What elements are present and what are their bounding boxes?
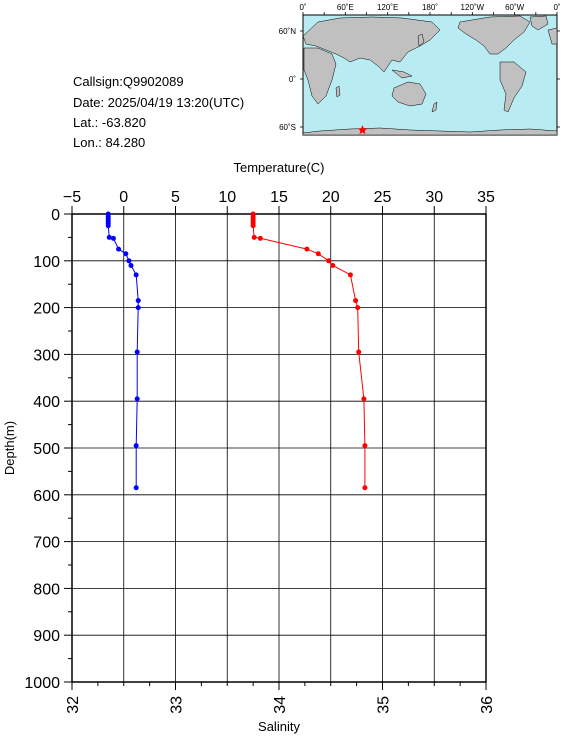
salinity-tick-label: 32 xyxy=(65,696,82,714)
map-longitude-label: 60˚E xyxy=(337,3,354,12)
lon-text: Lon.: 84.280 xyxy=(73,135,145,150)
depth-tick-label: 400 xyxy=(33,394,60,411)
map-europe-east-wrap xyxy=(547,27,558,45)
salinity-axis-label: Salinity xyxy=(258,719,300,734)
data-point-temperature xyxy=(347,272,353,278)
map-float-marker xyxy=(357,125,368,135)
date-text: Date: 2025/04/19 13:20(UTC) xyxy=(73,95,244,110)
data-point-temperature xyxy=(250,223,256,229)
map-new-zealand xyxy=(431,101,438,113)
data-point-temperature xyxy=(315,251,321,257)
data-point-salinity xyxy=(133,272,139,278)
salinity-tick-label: 36 xyxy=(479,696,496,714)
data-point-temperature xyxy=(353,298,359,304)
map-longitude-label: 0˚ xyxy=(299,3,306,12)
map-australia xyxy=(391,81,427,107)
map-south-america xyxy=(499,61,527,113)
data-point-salinity xyxy=(134,349,140,355)
map-longitude-label: 0˚ xyxy=(553,3,560,12)
data-point-temperature xyxy=(355,305,361,311)
data-point-temperature xyxy=(304,246,310,252)
map-longitude-label: 120˚W xyxy=(461,3,485,12)
map-latitude-labels: 60˚N 0˚ 60˚S xyxy=(279,27,297,132)
temperature-tick-label: 35 xyxy=(477,189,495,206)
temperature-tick-label: 5 xyxy=(171,189,180,206)
data-point-salinity xyxy=(110,235,116,241)
map-longitude-labels: 0˚ 60˚E 120˚E 180˚ 120˚W 60˚W 0˚ xyxy=(299,3,560,12)
data-point-salinity xyxy=(126,258,132,264)
plot-ticks xyxy=(64,206,487,690)
map-madagascar xyxy=(335,85,341,98)
depth-axis-label: Depth(m) xyxy=(2,421,17,475)
temperature-tick-label: 10 xyxy=(218,189,236,206)
map-antarctica xyxy=(302,127,558,136)
data-point-temperature xyxy=(326,258,332,264)
depth-tick-label: 500 xyxy=(33,441,60,458)
temperature-tick-label: 0 xyxy=(119,189,128,206)
callsign-text: Callsign:Q9902089 xyxy=(73,74,184,89)
map-north-america xyxy=(457,15,531,55)
data-point-temperature xyxy=(257,235,263,241)
temperature-tick-label: −5 xyxy=(63,189,81,206)
map-latitude-label: 60˚N xyxy=(279,27,297,36)
data-point-temperature xyxy=(251,234,257,240)
depth-tick-label: 200 xyxy=(33,301,60,318)
series-line-salinity xyxy=(107,214,139,488)
data-point-salinity xyxy=(135,305,141,311)
data-point-temperature xyxy=(330,262,336,268)
plot-series xyxy=(105,211,368,491)
lat-text: Lat.: -63.820 xyxy=(73,115,146,130)
salinity-tick-label: 35 xyxy=(376,696,393,714)
map-land xyxy=(302,15,558,136)
data-point-salinity xyxy=(106,234,112,240)
salinity-tick-label: 33 xyxy=(169,696,186,714)
plot-grid xyxy=(71,213,487,683)
data-point-salinity xyxy=(133,443,139,449)
depth-tick-label: 300 xyxy=(33,347,60,364)
data-point-salinity xyxy=(116,246,122,252)
data-point-salinity xyxy=(133,485,139,491)
map-indonesia xyxy=(391,69,413,79)
temperature-tick-label: 15 xyxy=(270,189,288,206)
salinity-tick-label: 34 xyxy=(272,696,289,714)
station-info: Callsign:Q9902089 Date: 2025/04/19 13:20… xyxy=(73,74,244,150)
data-point-salinity xyxy=(128,262,134,268)
map-eurasia xyxy=(302,16,441,73)
map-longitude-label: 60˚W xyxy=(505,3,525,12)
map-frame-ticks xyxy=(300,12,560,128)
depth-tick-label: 600 xyxy=(33,488,60,505)
data-point-temperature xyxy=(361,396,367,402)
data-point-temperature xyxy=(356,349,362,355)
data-point-salinity xyxy=(105,223,111,229)
map-latitude-label: 60˚S xyxy=(279,123,296,132)
float-position-star-icon xyxy=(357,125,368,135)
depth-tick-label: 700 xyxy=(33,535,60,552)
map-greenland xyxy=(529,15,549,31)
map-longitude-label: 120˚E xyxy=(377,3,398,12)
data-point-temperature xyxy=(362,443,368,449)
location-map: 0˚ 60˚E 120˚E 180˚ 120˚W 60˚W 0˚ 60˚N 0˚ 60˚S xyxy=(279,3,561,136)
profile-plot: −5 0 5 10 15 20 25 30 35010020030040050060070080… xyxy=(2,160,496,734)
map-japan xyxy=(417,33,425,47)
temperature-tick-label: 20 xyxy=(322,189,340,206)
temperature-tick-label: 30 xyxy=(425,189,443,206)
data-point-temperature xyxy=(362,485,368,491)
depth-tick-label: 100 xyxy=(33,254,60,271)
map-latitude-label: 0˚ xyxy=(289,75,296,84)
data-point-salinity xyxy=(134,396,140,402)
plot-tick-labels: −5 0 5 10 15 20 25 30 35010020030040050060070080… xyxy=(24,189,496,714)
depth-tick-label: 900 xyxy=(33,628,60,645)
data-point-salinity xyxy=(135,298,141,304)
map-longitude-label: 180˚ xyxy=(422,3,438,12)
depth-tick-label: 800 xyxy=(33,581,60,598)
series-line-temperature xyxy=(252,214,366,488)
depth-tick-label: 0 xyxy=(51,207,60,224)
temperature-tick-label: 25 xyxy=(374,189,392,206)
depth-tick-label: 1000 xyxy=(24,675,60,692)
data-point-salinity xyxy=(123,251,129,257)
temperature-axis-label: Temperature(C) xyxy=(233,160,324,175)
map-africa xyxy=(303,47,337,105)
